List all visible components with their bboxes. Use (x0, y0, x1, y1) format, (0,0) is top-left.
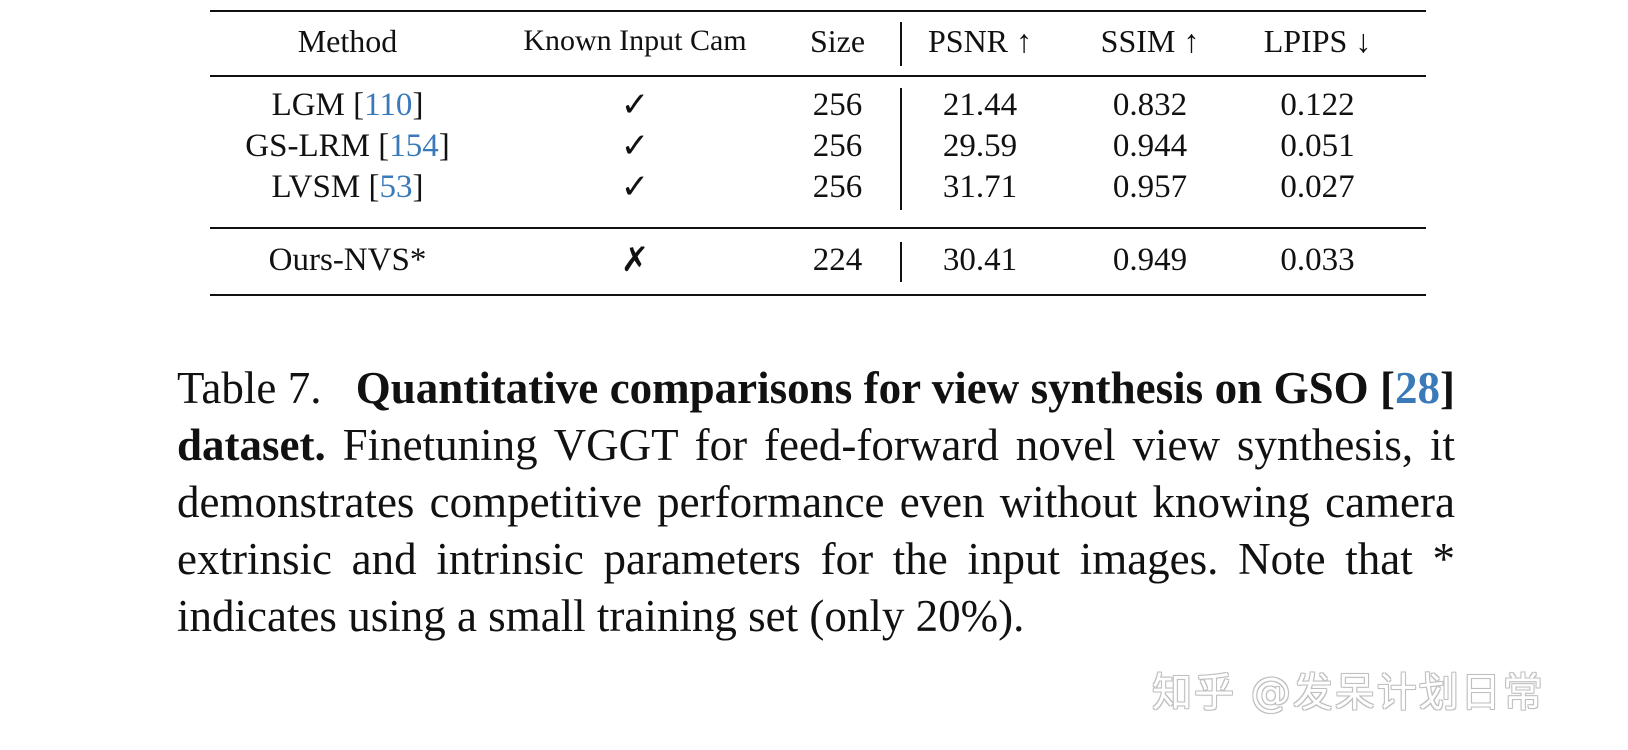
citation-link[interactable]: 53 (379, 169, 413, 205)
table-separator-rule (210, 227, 1426, 229)
table-top-rule (210, 10, 1426, 12)
psnr-cell: 21.44 (942, 87, 1018, 123)
body-divider (900, 88, 902, 210)
citation-link[interactable]: 154 (389, 128, 439, 164)
table-header-row: Method Known Input Cam Size PSNR ↑ SSIM … (210, 20, 1426, 62)
header-lpips: LPIPS ↓ (1263, 23, 1372, 59)
size-cell: 256 (812, 169, 863, 205)
known-cam-check: ✓ (620, 167, 650, 207)
size-cell: 256 (812, 87, 863, 123)
known-cam-check: ✓ (620, 85, 650, 125)
psnr-cell: 31.71 (942, 169, 1018, 205)
table-header-rule (210, 75, 1426, 77)
psnr-cell: 30.41 (942, 242, 1018, 278)
table-row: LVSM [53] ✓ 256 31.71 0.957 0.027 (210, 166, 1426, 208)
size-cell: 256 (812, 128, 863, 164)
table-bottom-rule (210, 294, 1426, 296)
caption-body: Finetuning VGGT for feed-forward novel v… (177, 420, 1455, 641)
citation-link[interactable]: 28 (1395, 363, 1441, 413)
psnr-cell: 29.59 (942, 128, 1018, 164)
ssim-cell: 0.957 (1112, 169, 1188, 205)
table-caption: Table 7. Quantitative comparisons for vi… (177, 360, 1455, 645)
method-cell: LGM [110] (271, 87, 424, 123)
lpips-cell: 0.051 (1280, 128, 1355, 164)
ours-divider (900, 242, 902, 282)
method-cell: GS-LRM [154] (245, 128, 450, 164)
header-psnr: PSNR ↑ (927, 23, 1033, 59)
header-method: Method (297, 23, 398, 59)
header-ssim: SSIM ↑ (1100, 23, 1200, 59)
table-row-ours: Ours-NVS* ✗ 224 30.41 0.949 0.033 (210, 239, 1426, 281)
ssim-cell: 0.949 (1112, 242, 1188, 278)
table-row: GS-LRM [154] ✓ 256 29.59 0.944 0.051 (210, 125, 1426, 167)
lpips-cell: 0.027 (1280, 169, 1355, 205)
header-known-input-cam: Known Input Cam (523, 24, 747, 57)
ssim-cell: 0.832 (1112, 87, 1188, 123)
header-size: Size (809, 23, 866, 59)
known-cam-cross: ✗ (620, 240, 650, 280)
table-row: LGM [110] ✓ 256 21.44 0.832 0.122 (210, 84, 1426, 126)
header-divider (900, 22, 902, 66)
known-cam-check: ✓ (620, 126, 650, 166)
lpips-cell: 0.033 (1280, 242, 1355, 278)
lpips-cell: 0.122 (1280, 87, 1355, 123)
caption-label: Table 7. (177, 363, 322, 413)
method-cell: LVSM [53] (271, 169, 424, 205)
method-cell: Ours-NVS* (268, 242, 427, 278)
watermark: 知乎 @发呆计划日常 (1152, 670, 1545, 716)
size-cell: 224 (812, 242, 863, 278)
caption-title: Quantitative comparisons for view synthe… (177, 363, 1456, 470)
ssim-cell: 0.944 (1112, 128, 1188, 164)
citation-link[interactable]: 110 (364, 87, 413, 123)
